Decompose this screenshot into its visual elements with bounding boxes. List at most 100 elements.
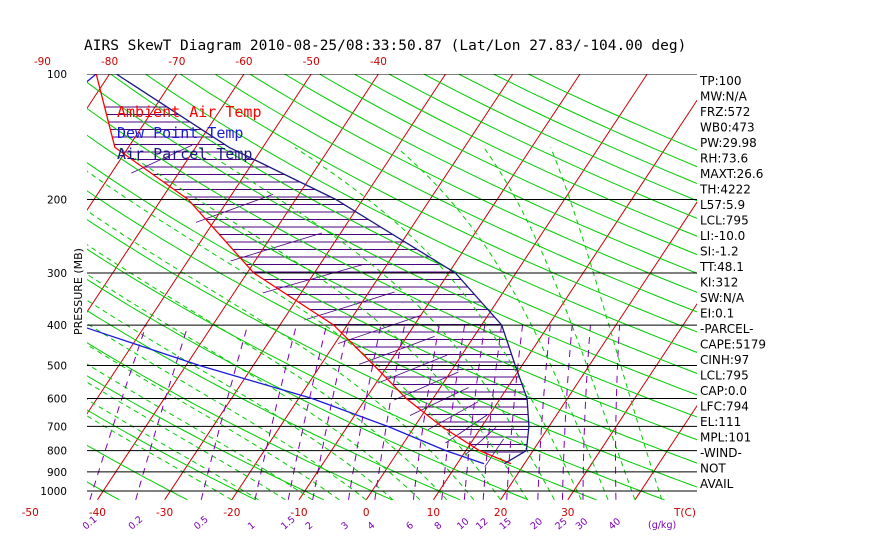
dry-adiabat-line [319,74,697,256]
mixing-ratio-tick-label: 0.2 [127,514,146,532]
legend-entry: Air Parcel Temp [117,145,252,163]
ambient-temp-line [95,74,512,465]
dry-adiabat-line [110,74,697,374]
mixing-ratio-unit-label: (g/kg) [648,520,676,531]
mixing-ratio-line [287,324,327,500]
mixing-ratio-tick-label: 2 [304,520,316,532]
dry-adiabat-line [0,74,51,500]
stability-index-item: TT:48.1 [699,260,744,274]
mixing-ratio-line [312,324,350,500]
dry-adiabat-line [87,107,697,418]
moist-adiabat-line [87,398,259,501]
top-temp-tick-label: -90 [34,56,51,68]
legend: Ambient Air Temp Dew Point Temp Air Parcel… [117,103,262,163]
dewpoint-temp-line [87,74,485,465]
mixing-ratio-line [89,324,147,500]
stability-index-item: CAP:0.0 [700,384,747,398]
pressure-tick-label: 400 [47,320,67,332]
moist-adiabat-line [483,147,636,500]
pressure-tick-label: 300 [47,268,67,280]
stability-index-item: EI:0.1 [700,307,734,321]
bottom-temp-tick-label: 0 [363,507,370,519]
bottom-temp-tick-label: -10 [290,507,307,519]
mixing-ratio-tick-label: 3 [339,520,351,532]
cape-hatch-line [262,264,362,294]
stability-index-item: L57:5.9 [700,198,745,212]
mixing-ratio-line [537,325,551,500]
stability-index-item: TP:100 [699,74,742,88]
stability-index-item: CAPE:5179 [700,338,766,352]
top-temp-tick-label: -50 [303,56,320,68]
top-temperature-tick-labels: -120-110-100-90-80-70-60-50-40 [34,56,387,68]
mixing-ratio-tick-label: 8 [433,520,445,532]
cape-hatch-line [427,401,479,431]
mixing-ratio-tick-label: 6 [404,520,416,532]
mixing-ratio-lines [89,324,621,500]
pressure-tick-label: 200 [47,195,67,207]
moist-adiabat-line [87,273,421,501]
bottom-temp-tick-label: -50 [22,507,39,519]
mixing-ratio-tick-label: 20 [529,516,545,532]
moist-adiabat-line [87,344,340,501]
cape-hatch-line [445,414,488,444]
mixing-ratio-tick-label: 0.5 [192,514,211,532]
pressure-tick-label: 1000 [40,486,67,498]
top-temp-tick-label: -80 [101,56,118,68]
dry-adiabat-line [87,409,256,501]
mixing-ratio-line [441,325,466,500]
dry-adiabat-line [87,190,697,488]
mixing-ratio-line [562,325,573,500]
stability-index-item: PW:29.98 [700,136,757,150]
cape-hatch-line [484,438,505,468]
isotherm-line [87,74,312,415]
bottom-temperature-tick-labels: -50 -40 -30 -20 -10 0 10 20 30 [22,507,575,519]
bottom-temp-tick-label: -30 [156,507,173,519]
stability-index-item: SI:-1.2 [700,245,739,259]
stability-index-item: CINH:97 [700,353,749,367]
stability-index-item: MAXT:26.6 [700,167,763,181]
stability-index-item: KI:312 [700,276,738,290]
mixing-ratio-line [482,325,503,500]
pressure-tick-label: 900 [47,467,67,479]
bottom-temp-tick-label: -20 [223,507,240,519]
dry-adiabat-line [87,310,461,501]
moist-adiabat-line [87,363,313,501]
top-temp-tick-label: -70 [168,56,185,68]
mixing-ratio-tick-label: 1 [246,520,258,532]
mixing-ratio-line [200,324,249,500]
mixing-ratio-line [582,325,591,500]
legend-entry: Dew Point Temp [117,124,243,142]
stability-index-item: LCL:795 [700,369,749,383]
dry-adiabat-line [87,134,697,441]
bottom-temp-tick-label: -40 [89,507,106,519]
mixing-ratio-line [135,324,189,500]
moist-adiabat-line [396,147,609,501]
dry-adiabat-line [87,81,697,396]
isotherm-line [769,74,870,500]
x-axis-label: T(C) [673,507,696,519]
stability-index-item: LCL:795 [700,214,749,228]
mixing-ratio-tick-label: 40 [607,516,623,532]
pressure-tick-label: 100 [47,69,67,81]
dry-adiabat-line [458,74,697,185]
bottom-temp-tick-label: 30 [561,507,574,519]
moist-adiabat-line [87,415,233,501]
dry-adiabat-line [145,74,697,353]
isotherm-line [567,303,697,501]
stability-index-item: LI:-10.0 [700,229,745,243]
isotherm-line [365,74,648,501]
dry-adiabat-line [249,74,697,293]
mixing-ratio-tick-label: 30 [574,516,590,532]
stability-index-item: -PARCEL- [700,322,754,336]
mixing-ratio-tick-label: 4 [366,520,378,532]
isotherm-line [500,201,697,501]
pressure-tick-label: 700 [47,421,67,433]
plot-area: Ambient Air Temp Dew Point Temp Air Parcel… [0,74,870,501]
mixing-ratio-line [463,325,486,500]
isotherm-line [634,404,697,501]
dry-adiabat-line [87,481,120,501]
pressure-tick-label: 500 [47,361,67,373]
moist-adiabat-line [87,244,448,501]
isobar-lines [87,74,697,492]
